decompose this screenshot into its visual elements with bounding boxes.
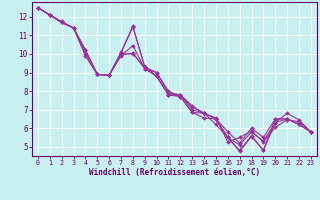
- X-axis label: Windchill (Refroidissement éolien,°C): Windchill (Refroidissement éolien,°C): [89, 168, 260, 177]
